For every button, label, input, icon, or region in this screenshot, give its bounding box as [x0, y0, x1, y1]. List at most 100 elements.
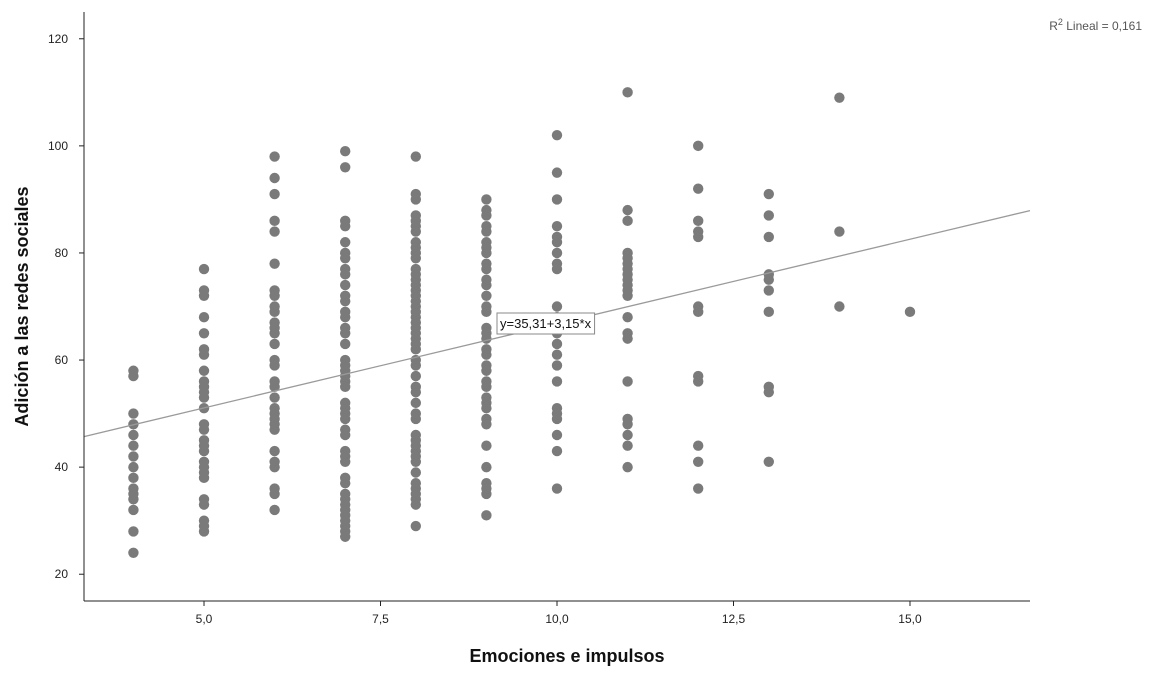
data-point — [340, 295, 351, 307]
data-point — [410, 386, 422, 398]
data-point — [269, 461, 280, 473]
data-point — [763, 306, 774, 318]
data-point — [481, 488, 492, 500]
y-tick-label: 120 — [48, 32, 68, 46]
x-tick-label: 12,5 — [722, 612, 746, 626]
data-point — [692, 215, 704, 227]
data-points — [128, 87, 916, 559]
data-point — [340, 338, 351, 350]
data-point — [410, 253, 422, 264]
data-point — [340, 162, 351, 173]
data-point — [340, 381, 351, 393]
x-tick-label: 15,0 — [898, 612, 922, 626]
data-point — [692, 306, 704, 318]
data-point — [904, 306, 916, 318]
data-point — [198, 526, 210, 537]
data-point — [692, 183, 704, 194]
data-point — [198, 290, 210, 301]
data-point — [622, 290, 633, 301]
data-point — [198, 424, 210, 435]
data-point — [481, 306, 492, 318]
data-point — [269, 188, 280, 200]
data-point — [622, 87, 633, 98]
data-point — [128, 526, 139, 537]
data-point — [198, 349, 210, 360]
data-point — [834, 226, 845, 237]
data-point — [692, 140, 704, 152]
data-point — [481, 279, 492, 291]
r2-superscript: 2 — [1058, 17, 1063, 27]
data-point — [551, 237, 563, 248]
data-point — [340, 328, 351, 339]
data-point — [410, 467, 422, 478]
data-point — [551, 429, 563, 441]
data-point — [551, 301, 563, 312]
data-point — [481, 419, 492, 430]
data-point — [763, 188, 774, 200]
data-point — [622, 429, 633, 441]
data-point — [551, 376, 563, 387]
data-point — [128, 472, 139, 484]
data-point — [128, 440, 139, 451]
data-point — [128, 504, 139, 516]
data-point — [269, 381, 280, 393]
data-point — [551, 338, 563, 350]
data-point — [622, 440, 633, 451]
data-point — [551, 445, 563, 457]
data-point — [551, 349, 563, 360]
data-point — [763, 386, 774, 398]
data-point — [551, 413, 563, 425]
data-point — [269, 504, 280, 516]
data-point — [622, 419, 633, 430]
x-axis-ticks: 5,0 7,5 10,0 12,5 15,0 — [196, 601, 922, 626]
data-point — [551, 194, 563, 205]
data-point — [763, 456, 774, 467]
data-point — [269, 328, 280, 339]
data-point — [763, 285, 774, 296]
data-point — [551, 167, 563, 178]
data-point — [269, 445, 280, 457]
data-point — [269, 424, 280, 435]
data-point — [481, 290, 492, 301]
data-point — [692, 440, 704, 451]
data-point — [551, 220, 563, 232]
y-tick-label: 80 — [55, 246, 69, 260]
equation-label: y=35,31+3,15*x — [496, 312, 596, 335]
data-point — [692, 231, 704, 243]
data-point — [410, 151, 422, 162]
data-point — [269, 226, 280, 237]
y-tick-label: 60 — [55, 353, 69, 367]
data-point — [410, 360, 422, 371]
data-point — [340, 146, 351, 157]
data-point — [340, 279, 351, 291]
data-point — [481, 333, 492, 344]
data-point — [481, 381, 492, 393]
data-point — [198, 312, 210, 323]
data-point — [269, 172, 280, 184]
r2-value: Lineal = 0,161 — [1063, 19, 1142, 33]
data-point — [551, 483, 563, 494]
y-tick-label: 20 — [55, 567, 69, 581]
data-point — [198, 392, 210, 403]
data-point — [622, 215, 633, 227]
data-point — [834, 301, 845, 312]
data-point — [763, 231, 774, 243]
y-axis-ticks: 20 40 60 80 100 120 — [48, 32, 84, 581]
r-squared-label: R2 Lineal = 0,161 — [1049, 17, 1142, 33]
data-point — [551, 129, 563, 141]
x-tick-label: 5,0 — [196, 612, 213, 626]
r2-r: R — [1049, 19, 1058, 33]
data-point — [340, 269, 351, 280]
data-point — [481, 210, 492, 221]
data-point — [128, 547, 139, 559]
data-point — [340, 253, 351, 264]
data-point — [198, 365, 210, 376]
data-point — [481, 194, 492, 205]
data-point — [269, 488, 280, 500]
data-point — [551, 247, 563, 259]
data-point — [128, 451, 139, 462]
data-point — [481, 226, 492, 237]
data-point — [410, 344, 422, 355]
data-point — [198, 328, 210, 339]
data-point — [128, 408, 139, 419]
